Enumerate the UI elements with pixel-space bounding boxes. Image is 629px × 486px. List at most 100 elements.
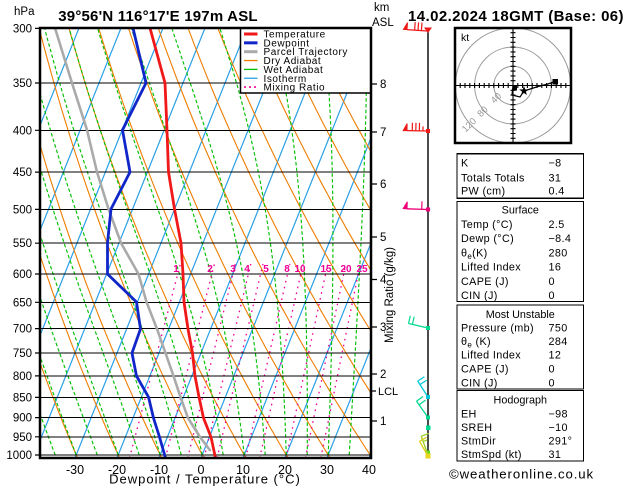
svg-text:4: 4 [244, 264, 250, 275]
svg-text:km: km [374, 2, 389, 14]
svg-text:Dewpoint / Temperature (°C): Dewpoint / Temperature (°C) [109, 472, 301, 486]
svg-text:-10: -10 [150, 463, 168, 477]
svg-text:7: 7 [380, 127, 386, 139]
svg-text:2: 2 [380, 369, 386, 381]
svg-text:6: 6 [380, 179, 386, 191]
svg-text:Most Unstable: Most Unstable [486, 309, 555, 321]
svg-text:Temperature: Temperature [264, 30, 326, 41]
svg-text:2.5: 2.5 [549, 219, 565, 231]
svg-text:Wet Adiabat: Wet Adiabat [264, 65, 324, 76]
svg-text:CIN (J): CIN (J) [461, 290, 498, 302]
svg-text:Lifted Index: Lifted Index [461, 350, 521, 362]
svg-text:5: 5 [263, 264, 269, 275]
svg-text:291°: 291° [549, 436, 573, 448]
svg-text:Lifted Index: Lifted Index [461, 262, 521, 274]
svg-text:CAPE (J): CAPE (J) [461, 364, 509, 376]
svg-text:0: 0 [549, 364, 555, 376]
svg-text:1: 1 [380, 416, 386, 428]
svg-text:14.02.2024 18GMT (Base: 06): 14.02.2024 18GMT (Base: 06) [408, 8, 624, 25]
svg-text:900: 900 [13, 413, 32, 425]
svg-text:8: 8 [380, 79, 386, 91]
svg-text:kt: kt [461, 32, 469, 44]
svg-text:Mixing Ratio: Mixing Ratio [264, 83, 326, 94]
svg-text:16: 16 [549, 262, 562, 274]
svg-text:4: 4 [380, 275, 387, 287]
svg-text:PW (cm): PW (cm) [461, 186, 505, 198]
svg-text:−98: −98 [549, 408, 568, 420]
svg-text:Temp (°C): Temp (°C) [461, 219, 513, 231]
svg-text:0.4: 0.4 [549, 186, 565, 198]
svg-text:800: 800 [13, 371, 32, 383]
svg-text:ASL: ASL [372, 17, 394, 29]
svg-text:300: 300 [13, 23, 32, 35]
svg-text:θe(K): θe(K) [461, 247, 488, 261]
svg-text:3: 3 [380, 322, 386, 334]
svg-text:39°56'N 116°17'E 197m ASL: 39°56'N 116°17'E 197m ASL [58, 8, 258, 25]
svg-text:750: 750 [549, 323, 568, 335]
svg-text:0: 0 [549, 276, 555, 288]
svg-text:-30: -30 [66, 463, 84, 477]
svg-text:400: 400 [13, 125, 32, 137]
svg-text:EH: EH [461, 408, 477, 420]
svg-text:20: 20 [278, 463, 292, 477]
svg-text:Isotherm: Isotherm [264, 74, 307, 85]
svg-text:Hodograph: Hodograph [494, 395, 547, 407]
svg-text:Totals Totals: Totals Totals [461, 172, 525, 184]
svg-text:StmSpd (kt): StmSpd (kt) [461, 449, 522, 461]
svg-text:40: 40 [362, 463, 376, 477]
svg-text:600: 600 [13, 269, 32, 281]
svg-text:40: 40 [489, 91, 504, 106]
svg-text:284: 284 [549, 336, 568, 348]
svg-text:12: 12 [549, 350, 562, 362]
svg-text:950: 950 [13, 432, 32, 444]
svg-text:StmDir: StmDir [461, 436, 496, 448]
svg-text:Surface: Surface [502, 205, 539, 217]
svg-text:450: 450 [13, 167, 32, 179]
svg-text:-20: -20 [108, 463, 126, 477]
svg-text:550: 550 [13, 238, 32, 250]
svg-text:350: 350 [13, 78, 32, 90]
svg-text:CAPE (J): CAPE (J) [461, 276, 509, 288]
svg-text:Parcel Trajectory: Parcel Trajectory [264, 47, 348, 58]
svg-text:120: 120 [460, 116, 479, 135]
svg-text:0: 0 [549, 377, 555, 389]
svg-text:hPa: hPa [14, 6, 35, 18]
svg-text:3: 3 [230, 264, 236, 275]
svg-text:K: K [461, 158, 469, 170]
svg-text:0: 0 [198, 463, 205, 477]
svg-text:Mixing Ratio (g/kg): Mixing Ratio (g/kg) [384, 247, 396, 343]
svg-text:15: 15 [320, 264, 332, 275]
svg-text:80: 80 [475, 104, 490, 119]
svg-text:650: 650 [13, 297, 32, 309]
svg-text:LCL: LCL [378, 386, 398, 398]
svg-text:Dewpoint: Dewpoint [264, 38, 310, 49]
svg-text:−10: −10 [549, 422, 568, 434]
svg-text:20: 20 [340, 264, 352, 275]
svg-text:25: 25 [356, 264, 368, 275]
svg-text:©weatheronline.co.uk: ©weatheronline.co.uk [449, 467, 594, 482]
svg-text:280: 280 [549, 247, 568, 259]
svg-text:Dry Adiabat: Dry Adiabat [264, 56, 322, 67]
svg-text:750: 750 [13, 348, 32, 360]
svg-text:500: 500 [13, 204, 32, 216]
svg-text:5: 5 [380, 232, 386, 244]
svg-text:Pressure (mb): Pressure (mb) [461, 323, 534, 335]
svg-text:CIN (J): CIN (J) [461, 377, 498, 389]
svg-text:2: 2 [207, 264, 213, 275]
svg-text:1: 1 [173, 264, 179, 275]
svg-text:700: 700 [13, 324, 32, 336]
svg-text:10: 10 [294, 264, 306, 275]
svg-text:8: 8 [284, 264, 290, 275]
svg-text:0: 0 [549, 290, 555, 302]
svg-text:31: 31 [549, 172, 562, 184]
svg-text:−8.4: −8.4 [549, 233, 572, 245]
svg-text:Dewp (°C): Dewp (°C) [461, 233, 514, 245]
svg-text:10: 10 [236, 463, 250, 477]
svg-text:θe (K): θe (K) [461, 336, 491, 350]
svg-text:31: 31 [549, 449, 562, 461]
svg-text:SREH: SREH [461, 422, 492, 434]
svg-text:30: 30 [320, 463, 334, 477]
svg-text:1000: 1000 [6, 450, 32, 462]
svg-text:850: 850 [13, 392, 32, 404]
svg-text:−8: −8 [549, 158, 562, 170]
